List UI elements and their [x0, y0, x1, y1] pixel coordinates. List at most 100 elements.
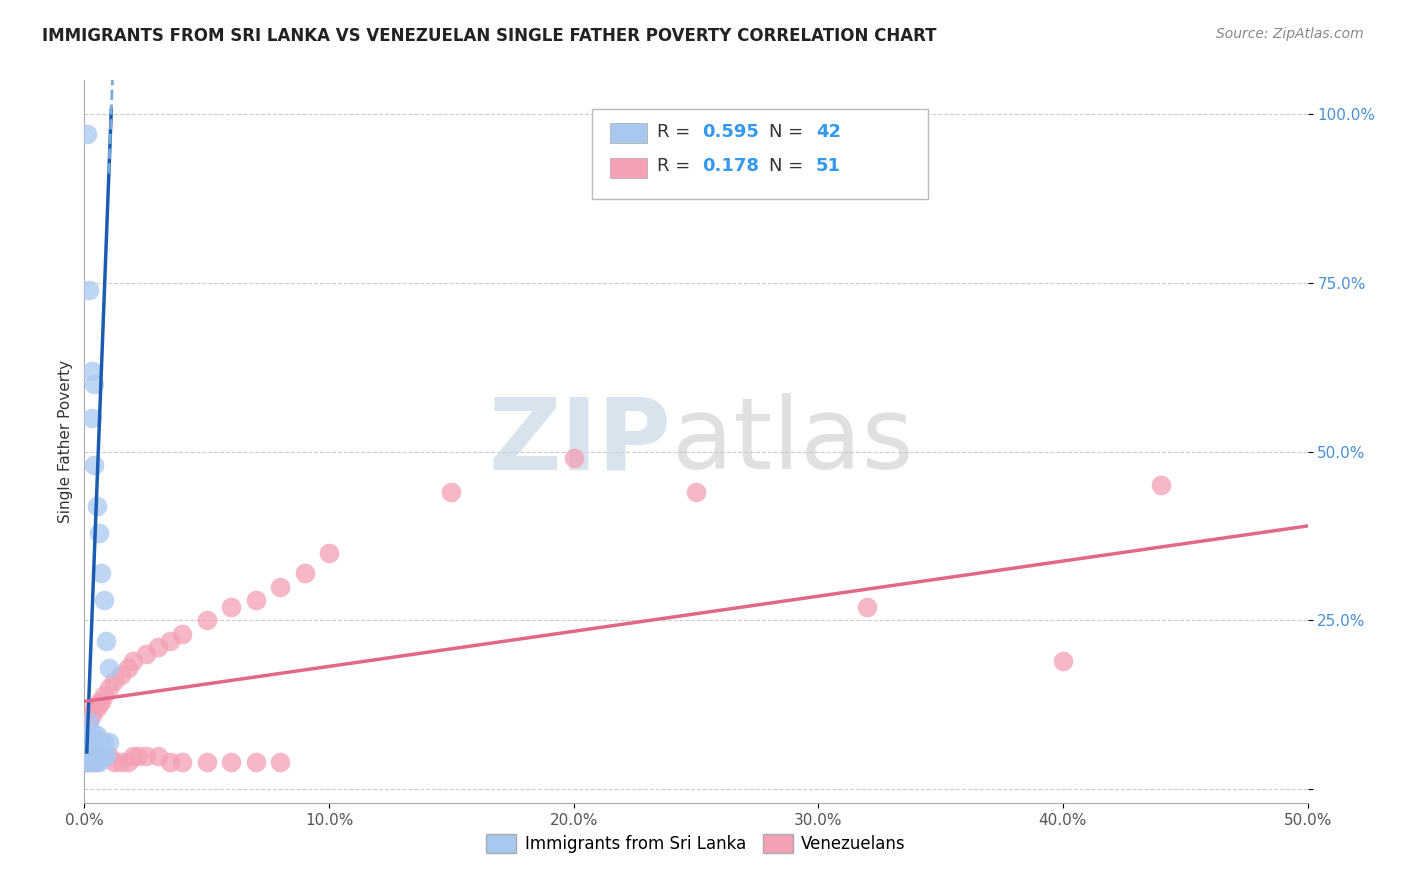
Text: atlas: atlas: [672, 393, 912, 490]
Point: [195, 614, 218, 628]
Point: [90, 748, 112, 763]
FancyBboxPatch shape: [592, 109, 928, 200]
Text: N =: N =: [769, 157, 804, 175]
Point: [87, 741, 110, 756]
Point: [127, 748, 149, 763]
Point: [245, 756, 267, 770]
Point: [87, 525, 110, 540]
Point: [87, 694, 110, 708]
Y-axis label: Single Father Poverty: Single Father Poverty: [58, 360, 73, 523]
Legend: Immigrants from Sri Lanka, Venezuelans: Immigrants from Sri Lanka, Venezuelans: [479, 827, 912, 860]
Point: [83, 748, 105, 763]
Point: [96, 748, 118, 763]
Point: [77, 748, 100, 763]
Point: [76, 756, 98, 770]
Point: [93, 735, 115, 749]
Point: [83, 728, 105, 742]
Point: [122, 654, 145, 668]
Point: [83, 756, 105, 770]
Text: R =: R =: [657, 157, 690, 175]
Point: [159, 633, 181, 648]
Text: R =: R =: [657, 122, 690, 141]
Point: [80, 748, 103, 763]
Point: [318, 546, 340, 560]
Point: [135, 748, 157, 763]
Point: [90, 748, 112, 763]
Point: [195, 756, 218, 770]
Point: [87, 756, 110, 770]
Bar: [610, 158, 647, 178]
Point: [77, 735, 100, 749]
Point: [219, 756, 242, 770]
Point: [77, 741, 100, 756]
Text: N =: N =: [769, 122, 804, 141]
Point: [245, 593, 267, 607]
Text: IMMIGRANTS FROM SRI LANKA VS VENEZUELAN SINGLE FATHER POVERTY CORRELATION CHART: IMMIGRANTS FROM SRI LANKA VS VENEZUELAN …: [42, 27, 936, 45]
Point: [294, 566, 316, 581]
Point: [83, 377, 105, 392]
Point: [77, 714, 100, 729]
Text: 42: 42: [815, 122, 841, 141]
Point: [76, 748, 98, 763]
Point: [80, 411, 103, 425]
Point: [93, 748, 115, 763]
Point: [440, 485, 463, 500]
Text: 0.595: 0.595: [702, 122, 759, 141]
Point: [76, 735, 98, 749]
Point: [80, 741, 103, 756]
Point: [80, 708, 103, 723]
Point: [219, 599, 242, 614]
Point: [76, 756, 98, 770]
Point: [172, 756, 194, 770]
Point: [1052, 654, 1074, 668]
Point: [86, 728, 108, 742]
Point: [103, 756, 125, 770]
Point: [83, 701, 105, 715]
Point: [80, 364, 103, 378]
Point: [97, 681, 120, 695]
Point: [80, 756, 103, 770]
Point: [76, 714, 98, 729]
Point: [97, 748, 120, 763]
Point: [562, 451, 585, 466]
Point: [117, 661, 139, 675]
Point: [80, 728, 103, 742]
Point: [110, 756, 132, 770]
Point: [86, 701, 108, 715]
Point: [86, 756, 108, 770]
Point: [159, 756, 181, 770]
Point: [146, 748, 169, 763]
Text: ZIP: ZIP: [489, 393, 672, 490]
Point: [76, 741, 98, 756]
Point: [86, 748, 108, 763]
Point: [856, 599, 879, 614]
Point: [76, 728, 98, 742]
Point: [97, 661, 120, 675]
Point: [135, 647, 157, 661]
Point: [96, 748, 118, 763]
Point: [93, 688, 115, 702]
Point: [77, 756, 100, 770]
Point: [77, 714, 100, 729]
Point: [87, 748, 110, 763]
Point: [117, 756, 139, 770]
Point: [269, 580, 291, 594]
Point: [1150, 478, 1173, 492]
Point: [77, 283, 100, 297]
Point: [93, 748, 115, 763]
Point: [685, 485, 707, 500]
Point: [93, 593, 115, 607]
Point: [146, 640, 169, 655]
Bar: [610, 123, 647, 143]
Point: [77, 728, 100, 742]
Point: [172, 627, 194, 641]
Point: [77, 756, 100, 770]
Point: [86, 499, 108, 513]
Point: [76, 128, 98, 142]
Point: [97, 735, 120, 749]
Point: [90, 735, 112, 749]
Point: [103, 674, 125, 689]
Text: 0.178: 0.178: [702, 157, 759, 175]
Point: [110, 667, 132, 681]
Point: [269, 756, 291, 770]
